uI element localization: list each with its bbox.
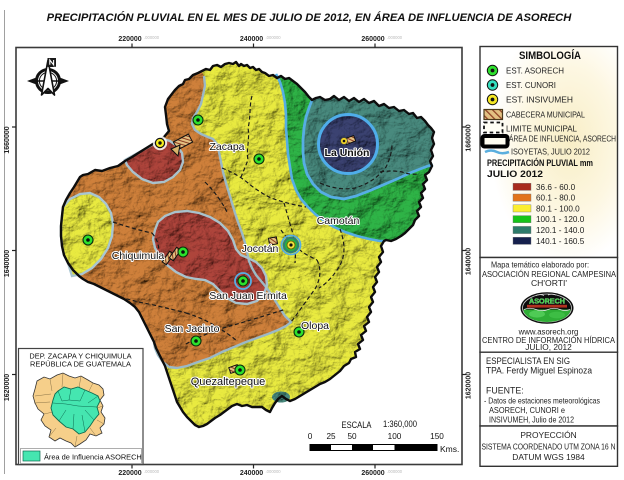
svg-text:TPA. Ferdy Miguel Espinoza: TPA. Ferdy Miguel Espinoza [486, 366, 592, 376]
svg-text:50: 50 [347, 432, 357, 441]
svg-text:1:360,000: 1:360,000 [383, 419, 417, 429]
svg-text:DATUM WGS 1984: DATUM WGS 1984 [512, 452, 585, 462]
svg-text:FUENTE:: FUENTE: [486, 386, 524, 396]
svg-text:.000000: .000000 [266, 469, 282, 474]
svg-text:25: 25 [326, 432, 336, 441]
svg-text:100: 100 [388, 432, 402, 441]
svg-text:San Juan Ermita: San Juan Ermita [209, 290, 287, 302]
svg-text:Kms.: Kms. [440, 444, 459, 454]
svg-text:REPÚBLICA DE GUATEMALA: REPÚBLICA DE GUATEMALA [30, 360, 131, 369]
svg-text:PROYECCIÓN: PROYECCIÓN [520, 430, 576, 440]
svg-text:.000000: .000000 [387, 469, 403, 474]
svg-text:DEP. ZACAPA Y CHIQUIMULA: DEP. ZACAPA Y CHIQUIMULA [29, 352, 131, 361]
svg-text:Mapa temático elaborado por:: Mapa temático elaborado por: [491, 260, 589, 270]
svg-text:SIMBOLOGÍA: SIMBOLOGÍA [519, 49, 581, 62]
svg-text:1620000: 1620000 [466, 372, 473, 399]
svg-text:ISOYETAS, JULIO 2012: ISOYETAS, JULIO 2012 [511, 147, 590, 157]
svg-text:240000: 240000 [240, 36, 263, 43]
svg-text:EST. CUNORI: EST. CUNORI [506, 80, 556, 90]
svg-text:1620000: 1620000 [4, 374, 11, 401]
svg-text:ASORECH: ASORECH [529, 297, 565, 306]
svg-text:1660000: 1660000 [4, 126, 11, 153]
svg-text:.000000: .000000 [144, 469, 160, 474]
svg-text:.000000: .000000 [387, 35, 403, 40]
svg-text:Zacapa: Zacapa [209, 141, 244, 153]
svg-text:120.1 - 140.0: 120.1 - 140.0 [536, 226, 585, 235]
svg-text:1640000: 1640000 [466, 248, 473, 275]
svg-text:CH'ORTI': CH'ORTI' [531, 278, 567, 288]
svg-text:La Unión: La Unión [325, 147, 370, 159]
svg-text:- Datos de estaciones meteorol: - Datos de estaciones meteorológicas [484, 396, 600, 406]
svg-text:140.1 - 160.5: 140.1 - 160.5 [536, 237, 585, 246]
svg-text:INSIVUMEH, Julio de 2012: INSIVUMEH, Julio de 2012 [489, 415, 574, 425]
svg-text:.000000: .000000 [144, 35, 160, 40]
svg-text:CABECERA MUNICIPAL: CABECERA MUNICIPAL [506, 110, 585, 120]
svg-text:1660000: 1660000 [466, 124, 473, 151]
svg-text:PRECIPITACIÓN PLUVIAL EN EL ME: PRECIPITACIÓN PLUVIAL EN EL MES DE JULIO… [47, 11, 573, 24]
svg-text:260000: 260000 [361, 470, 384, 477]
svg-text:LIMITE MUNICIPAL: LIMITE MUNICIPAL [506, 124, 577, 134]
svg-text:150: 150 [430, 432, 444, 441]
svg-text:ASORECH, CUNORI e: ASORECH, CUNORI e [489, 405, 565, 415]
svg-text:0: 0 [308, 432, 313, 441]
svg-text:220000: 220000 [118, 36, 141, 43]
svg-text:EST. ASORECH: EST. ASORECH [506, 66, 564, 76]
svg-text:Chiquimula: Chiquimula [112, 250, 165, 262]
svg-text:Camotán: Camotán [317, 215, 360, 227]
svg-text:Quezaltepeque: Quezaltepeque [191, 376, 266, 388]
svg-text:ESPECIALISTA EN SIG: ESPECIALISTA EN SIG [486, 356, 570, 366]
svg-text:100.1 - 120.0: 100.1 - 120.0 [536, 215, 585, 224]
svg-text:36.6 - 60.0: 36.6 - 60.0 [536, 183, 576, 192]
svg-text:Olopa: Olopa [301, 320, 329, 332]
svg-text:ESCALA: ESCALA [342, 420, 373, 430]
svg-text:EST. INSIVUMEH: EST. INSIVUMEH [506, 95, 573, 105]
svg-text:www.asorech.org: www.asorech.org [518, 328, 579, 337]
svg-text:CENTRO DE INFORMACIÓN HÍDRICA: CENTRO DE INFORMACIÓN HÍDRICA [482, 335, 615, 345]
svg-text:60.1 - 80.0: 60.1 - 80.0 [536, 194, 576, 203]
svg-text:San Jacinto: San Jacinto [165, 323, 220, 335]
svg-text:ÁREA DE INFLUENCIA, ASORECH: ÁREA DE INFLUENCIA, ASORECH [509, 135, 616, 144]
svg-text:240000: 240000 [240, 470, 263, 477]
svg-text:.000000: .000000 [266, 35, 282, 40]
svg-text:1640000: 1640000 [4, 250, 11, 277]
svg-text:Jocotán: Jocotán [242, 243, 279, 255]
svg-text:80.1 - 100.0: 80.1 - 100.0 [536, 204, 580, 213]
svg-text:Área de Influencia ASORECH: Área de Influencia ASORECH [44, 453, 142, 462]
svg-text:SISTEMA COORDENADO UTM ZONA 16: SISTEMA COORDENADO UTM ZONA 16 N [482, 443, 616, 452]
svg-text:JULIO, 2012: JULIO, 2012 [525, 342, 572, 352]
svg-text:ASOCIACIÓN REGIONAL CAMPESINA: ASOCIACIÓN REGIONAL CAMPESINA [482, 269, 616, 279]
svg-text:PRECIPITACIÓN PLUVIAL mm: PRECIPITACIÓN PLUVIAL mm [487, 157, 593, 168]
svg-text:260000: 260000 [361, 36, 384, 43]
svg-text:220000: 220000 [118, 470, 141, 477]
svg-text:JULIO 2012: JULIO 2012 [487, 168, 543, 179]
